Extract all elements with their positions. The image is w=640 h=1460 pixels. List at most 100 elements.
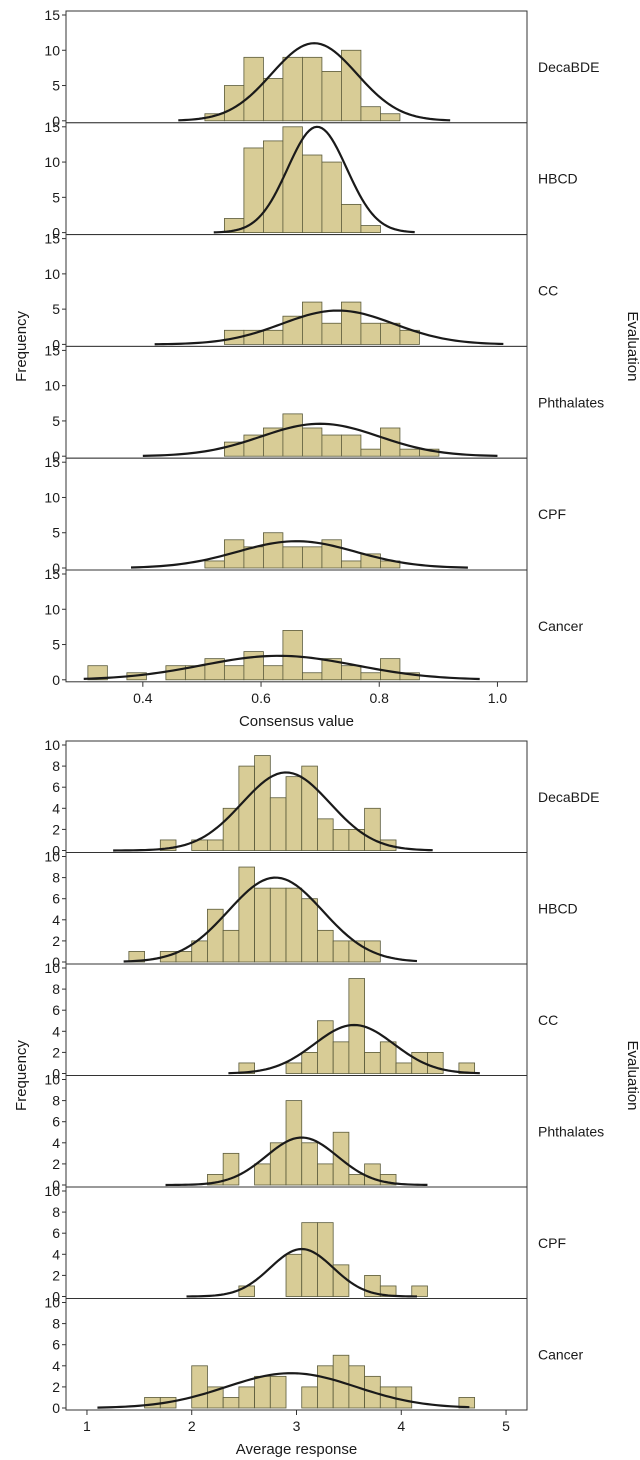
normal-curve (154, 309, 504, 346)
y-tick-label: 0 (52, 843, 60, 859)
y-tick-label: 2 (52, 933, 60, 949)
histogram-bar (380, 322, 401, 345)
y-tick-label: 8 (52, 981, 60, 997)
panel-label-cc: CC (538, 283, 558, 299)
y-tick-label: 10 (44, 42, 60, 58)
histogram-bar (341, 49, 362, 122)
x-tick-label: 1 (83, 1418, 91, 1434)
histogram-bar (321, 434, 342, 457)
histogram-bar (222, 1397, 240, 1409)
y-tick-label: 5 (52, 301, 60, 317)
facet-axis-title: Evaluation (624, 311, 640, 381)
consensus-value-chart: 0 5 10 15 DecaBDE 0 5 10 15 HBCD 0 5 10 15 CC 0 5 10 15 Pht… (13, 7, 640, 730)
normal-curve (97, 1372, 470, 1409)
y-tick-label: 6 (52, 1337, 60, 1353)
x-axis-title: Consensus value (239, 713, 354, 730)
x-tick-label: 4 (397, 1418, 405, 1434)
panel-cpf: 0 2 4 6 8 10 CPF (44, 1183, 566, 1305)
y-tick-label: 10 (44, 489, 60, 505)
histogram-bar (254, 755, 271, 851)
y-tick-label: 6 (52, 1002, 60, 1018)
panel-hbcd: 0 5 10 15 HBCD (44, 119, 577, 241)
y-tick-label: 6 (52, 1114, 60, 1130)
histogram-bar (360, 322, 381, 345)
normal-curve (213, 125, 415, 234)
histogram-bar (411, 1285, 428, 1297)
histogram-bar (285, 1062, 303, 1074)
histogram-bar (341, 434, 362, 457)
panel-frame (65, 963, 528, 1076)
histogram-bar (321, 322, 342, 345)
y-tick-label: 8 (52, 1204, 60, 1220)
panel-label-phthalates: Phthalates (538, 1123, 604, 1139)
panel-cancer: 0 2 4 6 8 10 Cancer (44, 1295, 583, 1417)
histogram-bar (269, 1142, 287, 1186)
facet-axis-title: Evaluation (624, 1040, 640, 1110)
y-tick-label: 4 (52, 912, 60, 928)
histogram-bar (301, 1222, 318, 1297)
panel-cc: 0 2 4 6 8 10 CC (44, 960, 558, 1082)
normal-curve (186, 1247, 417, 1298)
histogram-bar (302, 427, 323, 457)
y-tick-label: 0 (52, 1400, 60, 1416)
panel-label-hbcd: HBCD (538, 171, 578, 187)
histogram-bar (302, 672, 323, 681)
histogram-bar (317, 929, 334, 963)
x-tick-label: 2 (188, 1418, 196, 1434)
histogram-bar (238, 1285, 255, 1297)
panel-decabde: 0 2 4 6 8 10 DecaBDE (44, 737, 599, 859)
histogram-bar (254, 1375, 271, 1409)
histogram-bar (282, 413, 303, 457)
normal-curve (142, 422, 498, 457)
normal-curve (228, 1023, 480, 1075)
histogram-bar (332, 829, 350, 851)
y-tick-label: 5 (52, 189, 60, 205)
y-tick-label: 15 (44, 566, 60, 582)
histogram-bar (302, 154, 323, 234)
y-tick-label: 15 (44, 342, 60, 358)
y-tick-label: 10 (44, 960, 60, 976)
panel-hbcd: 0 2 4 6 8 10 HBCD (44, 849, 577, 971)
y-tick-label: 2 (52, 1044, 60, 1060)
histogram-bar (285, 887, 303, 963)
histogram-bar (302, 301, 323, 345)
histogram-bar (399, 448, 420, 457)
histogram-bar (302, 56, 323, 122)
x-tick-label: 0.4 (133, 690, 153, 706)
y-tick-label: 4 (52, 1246, 60, 1262)
histogram-bar (269, 1375, 287, 1409)
panel-label-cpf: CPF (538, 1235, 566, 1251)
histogram-bar (243, 147, 264, 234)
y-tick-label: 6 (52, 891, 60, 907)
histogram-bar (302, 546, 323, 569)
panel-cpf: 0 5 10 15 CPF (44, 454, 566, 576)
y-tick-label: 2 (52, 821, 60, 837)
panel-cancer: 0 5 10 15 Cancer (44, 566, 583, 688)
x-tick-label: 5 (502, 1418, 510, 1434)
histogram-bar (263, 78, 284, 122)
y-tick-label: 10 (44, 1183, 60, 1199)
panel-decabde: 0 5 10 15 DecaBDE (44, 7, 599, 129)
histogram-bar (263, 532, 284, 569)
panel-label-decabde: DecaBDE (538, 789, 599, 805)
histogram-bar (317, 818, 334, 851)
y-tick-label: 15 (44, 231, 60, 247)
panel-label-cancer: Cancer (538, 618, 583, 634)
y-tick-label: 8 (52, 758, 60, 774)
histogram-bar (222, 929, 240, 963)
histogram-bar (395, 1386, 413, 1409)
y-tick-label: 10 (44, 737, 60, 753)
panel-frame (65, 1298, 528, 1411)
y-tick-label: 2 (52, 1267, 60, 1283)
histogram-bar (317, 1020, 334, 1074)
histogram-bar (254, 887, 271, 963)
x-tick-label: 0.8 (370, 690, 390, 706)
histogram-bar (238, 1386, 255, 1409)
histogram-bar (427, 1052, 444, 1074)
histogram-bar (282, 56, 303, 122)
y-tick-label: 0 (52, 336, 60, 352)
histogram-bar (301, 1386, 318, 1409)
normal-curve (165, 1136, 428, 1187)
histogram-bar (341, 203, 362, 234)
